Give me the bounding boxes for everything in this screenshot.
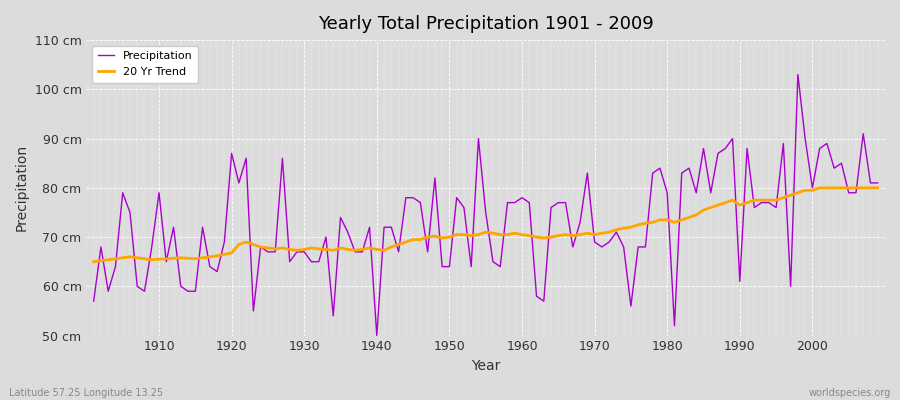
20 Yr Trend [517,232,527,237]
Precipitation [372,333,382,338]
20 Yr Trend [349,248,360,253]
20 Yr Trend [814,186,825,190]
Precipitation [611,230,622,234]
Line: 20 Yr Trend: 20 Yr Trend [94,188,878,262]
Text: Latitude 57.25 Longitude 13.25: Latitude 57.25 Longitude 13.25 [9,388,163,398]
20 Yr Trend [509,231,520,236]
Line: Precipitation: Precipitation [94,74,878,336]
Y-axis label: Precipitation: Precipitation [15,144,29,232]
20 Yr Trend [604,230,615,234]
Precipitation [524,200,535,205]
Title: Yearly Total Precipitation 1901 - 2009: Yearly Total Precipitation 1901 - 2009 [318,15,653,33]
Precipitation [147,244,158,249]
20 Yr Trend [306,246,317,250]
Precipitation [517,195,527,200]
Precipitation [306,259,317,264]
20 Yr Trend [88,259,99,264]
Text: worldspecies.org: worldspecies.org [809,388,891,398]
Precipitation [872,180,883,185]
Precipitation [349,250,360,254]
Precipitation [793,72,804,77]
Precipitation [88,299,99,304]
Legend: Precipitation, 20 Yr Trend: Precipitation, 20 Yr Trend [92,46,198,82]
X-axis label: Year: Year [471,359,500,373]
20 Yr Trend [147,257,158,262]
20 Yr Trend [872,186,883,190]
